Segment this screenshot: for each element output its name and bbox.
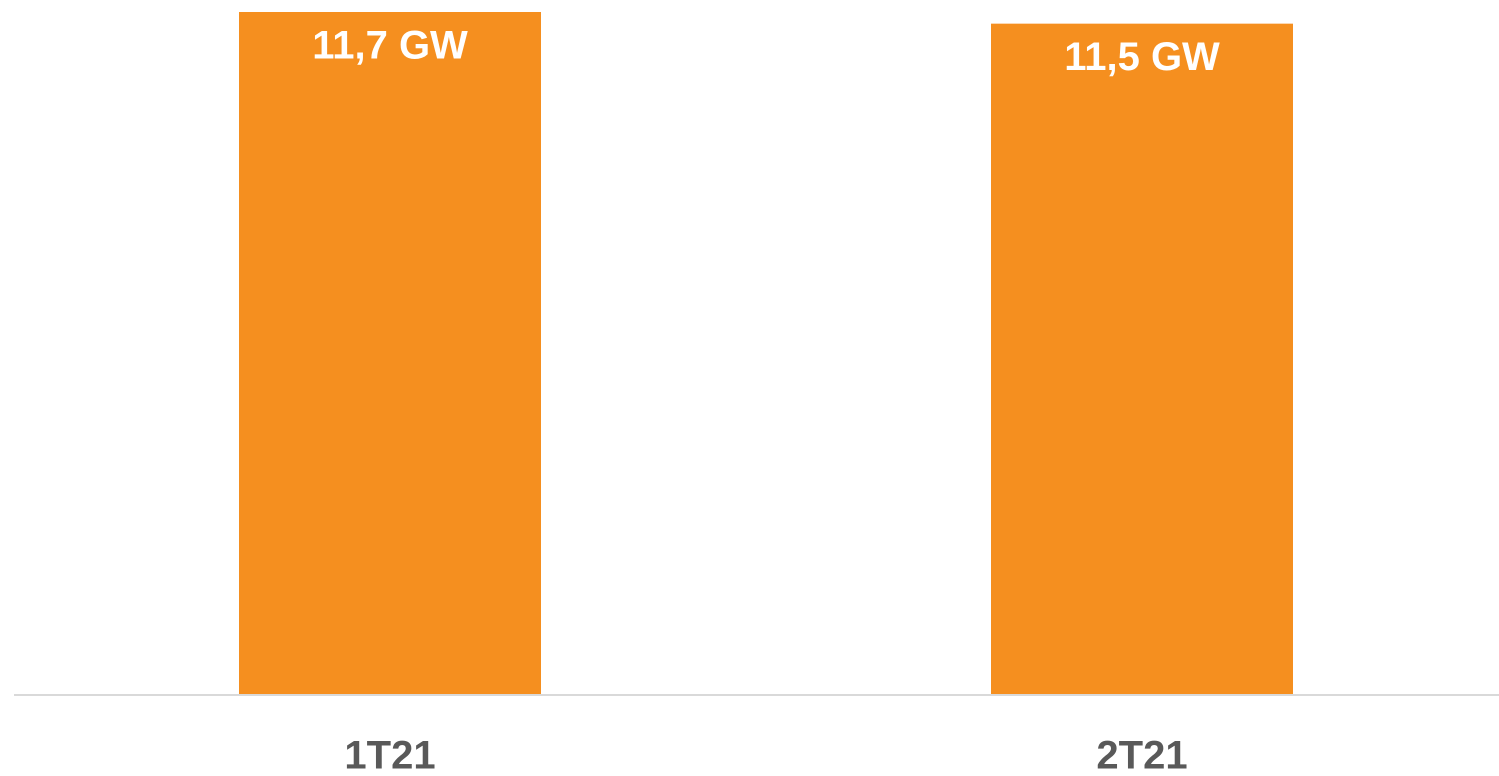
data-label: 11,5 GW <box>1064 35 1220 79</box>
bar <box>991 23 1293 694</box>
data-label: 11,7 GW <box>312 24 468 68</box>
x-tick-label: 1T21 <box>344 734 435 776</box>
x-tick-label: 2T21 <box>1096 734 1187 776</box>
bar <box>239 12 541 694</box>
